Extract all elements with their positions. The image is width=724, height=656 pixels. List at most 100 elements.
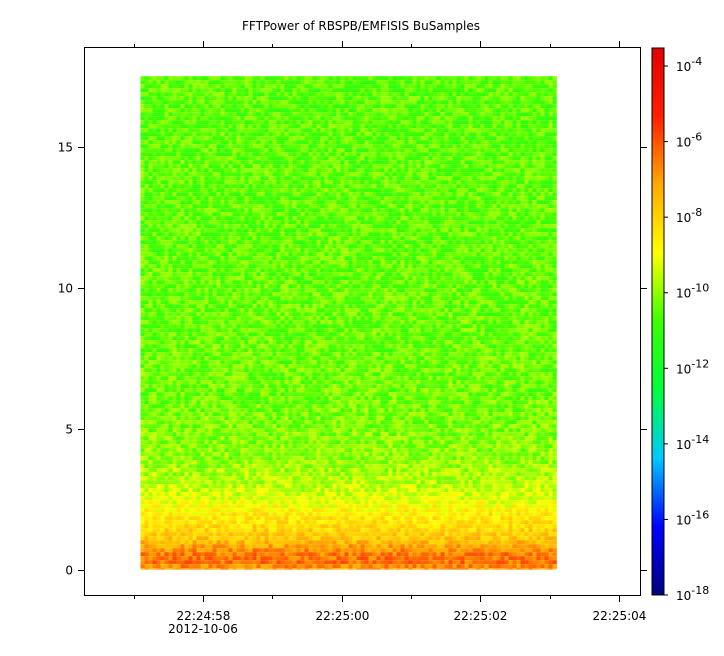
spectrogram-cell [552, 176, 557, 181]
spectrogram-cell [240, 256, 245, 261]
spectrogram-cell [520, 132, 525, 137]
spectrogram-cell [504, 80, 509, 85]
spectrogram-cell [384, 228, 389, 233]
spectrogram-cell [312, 164, 317, 169]
spectrogram-cell [372, 220, 377, 225]
spectrogram-cell [408, 124, 413, 129]
spectrogram-cell [192, 240, 197, 245]
spectrogram-cell [188, 180, 193, 185]
spectrogram-cell [368, 96, 373, 101]
spectrogram-cell [404, 108, 409, 113]
spectrogram-cell [208, 84, 213, 89]
spectrogram-cell [320, 260, 325, 265]
spectrogram-cell [480, 200, 485, 205]
spectrogram-cell [152, 76, 157, 81]
spectrogram-cell [324, 108, 329, 113]
spectrogram-cell [220, 244, 225, 249]
spectrogram-cell [272, 240, 277, 245]
spectrogram-cell [252, 152, 257, 157]
spectrogram-cell [176, 232, 181, 237]
spectrogram-cell [172, 224, 177, 229]
spectrogram-cell [316, 128, 321, 133]
spectrogram-cell [152, 108, 157, 113]
spectrogram-cell [368, 208, 373, 213]
spectrogram-cell [284, 120, 289, 125]
spectrogram-cell [356, 184, 361, 189]
spectrogram-cell [192, 148, 197, 153]
spectrogram-cell [348, 124, 353, 129]
spectrogram-cell [508, 128, 513, 133]
spectrogram-cell [192, 96, 197, 101]
spectrogram-cell [248, 164, 253, 169]
spectrogram-cell [240, 92, 245, 97]
spectrogram-cell [208, 172, 213, 177]
spectrogram-cell [352, 236, 357, 241]
spectrogram-cell [348, 108, 353, 113]
spectrogram-cell [480, 136, 485, 141]
spectrogram-cell [328, 88, 333, 93]
spectrogram-cell [388, 88, 393, 93]
spectrogram-cell [372, 100, 377, 105]
spectrogram-cell [508, 148, 513, 153]
spectrogram-cell [156, 236, 161, 241]
spectrogram-cell [156, 264, 161, 269]
spectrogram-cell [216, 260, 221, 265]
spectrogram-cell [232, 96, 237, 101]
spectrogram-cell [436, 148, 441, 153]
spectrogram-cell [380, 76, 385, 81]
spectrogram-cell [284, 176, 289, 181]
spectrogram-cell [540, 120, 545, 125]
spectrogram-cell [240, 168, 245, 173]
spectrogram-cell [508, 228, 513, 233]
spectrogram-cell [248, 212, 253, 217]
spectrogram-cell [268, 124, 273, 129]
spectrogram-cell [140, 96, 145, 101]
spectrogram-cell [452, 92, 457, 97]
spectrogram-cell [208, 224, 213, 229]
spectrogram-cell [292, 124, 297, 129]
spectrogram-cell [500, 132, 505, 137]
spectrogram-cell [140, 244, 145, 249]
spectrogram-cell [264, 156, 269, 161]
spectrogram-cell [252, 124, 257, 129]
spectrogram-cell [412, 260, 417, 265]
spectrogram-cell [548, 136, 553, 141]
spectrogram-cell [312, 100, 317, 105]
spectrogram-cell [272, 208, 277, 213]
spectrogram-cell [456, 188, 461, 193]
spectrogram-cell [184, 132, 189, 137]
spectrogram-cell [352, 204, 357, 209]
spectrogram-cell [260, 200, 265, 205]
spectrogram-cell [540, 248, 545, 253]
spectrogram-cell [336, 184, 341, 189]
spectrogram-cell [440, 156, 445, 161]
spectrogram-cell [372, 88, 377, 93]
spectrogram-cell [200, 204, 205, 209]
spectrogram-cell [160, 260, 165, 265]
spectrogram-cell [456, 84, 461, 89]
spectrogram-cell [364, 184, 369, 189]
spectrogram-cell [352, 160, 357, 165]
spectrogram-cell [248, 92, 253, 97]
spectrogram-cell [188, 76, 193, 81]
spectrogram-cell [140, 248, 145, 253]
spectrogram-cell [436, 136, 441, 141]
spectrogram-cell [160, 228, 165, 233]
spectrogram-cell [280, 264, 285, 269]
spectrogram-cell [436, 220, 441, 225]
spectrogram-cell [272, 236, 277, 241]
spectrogram-cell [416, 192, 421, 197]
spectrogram-cell [144, 112, 149, 117]
spectrogram-cell [524, 152, 529, 157]
spectrogram-cell [304, 160, 309, 165]
spectrogram-cell [280, 140, 285, 145]
spectrogram-cell [472, 256, 477, 261]
spectrogram-cell [416, 112, 421, 117]
spectrogram-cell [172, 96, 177, 101]
spectrogram-cell [412, 196, 417, 201]
spectrogram-cell [392, 160, 397, 165]
spectrogram-cell [516, 212, 521, 217]
spectrogram-cell [244, 184, 249, 189]
spectrogram-cell [532, 136, 537, 141]
spectrogram-cell [504, 192, 509, 197]
